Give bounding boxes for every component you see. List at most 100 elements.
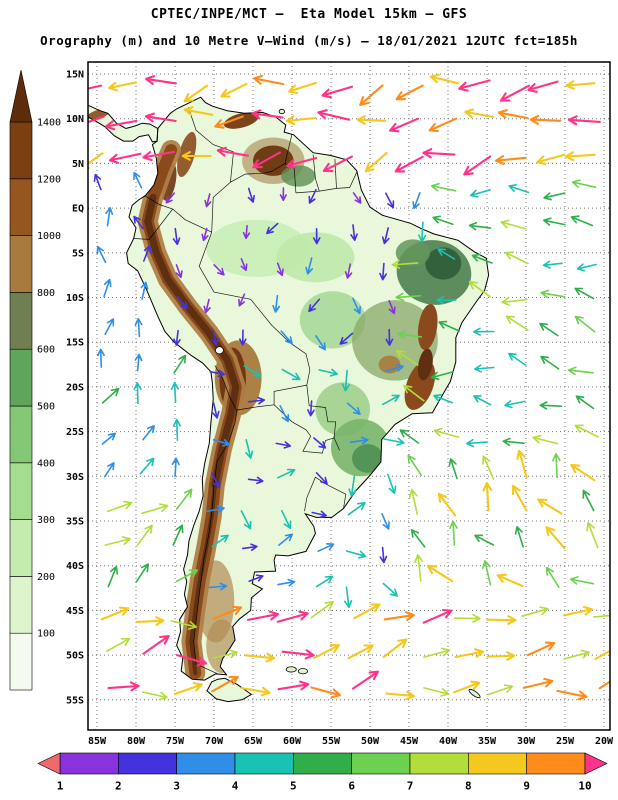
lon-label: 60W <box>283 736 302 747</box>
wind-arrow <box>88 84 103 90</box>
wind-arrow <box>211 534 229 548</box>
wind-arrow <box>141 691 168 701</box>
lat-label: 20S <box>66 382 84 393</box>
wind-arrow <box>203 298 211 314</box>
wind-arrow <box>381 513 390 530</box>
wind-arrow <box>593 614 610 618</box>
wind-arrow <box>209 369 226 378</box>
wind-arrow <box>141 503 169 515</box>
wind-arrow <box>312 228 321 245</box>
wind-arrow <box>385 328 394 346</box>
wind-arrow <box>308 298 321 313</box>
wind-arrow <box>449 520 458 546</box>
wind-arrow <box>142 634 170 655</box>
lon-label: 85W <box>88 736 107 747</box>
wind-arrow <box>322 155 353 173</box>
wind-arrow <box>539 401 563 410</box>
wind-arrow <box>311 510 327 519</box>
wind-arrow <box>242 225 251 240</box>
wind-arrow <box>310 601 334 619</box>
wind-arrow <box>379 546 388 564</box>
lat-label: 30S <box>66 472 84 483</box>
wind-arrow <box>212 439 231 447</box>
wind-arrow <box>242 543 258 551</box>
wind-arrow <box>253 74 285 86</box>
lon-label: 25W <box>556 736 575 747</box>
orography-scale-label: 1400 <box>37 118 61 129</box>
wind-arrow <box>279 187 287 202</box>
wind-arrow <box>318 368 338 377</box>
wind-arrow <box>504 251 529 265</box>
wind-arrow <box>211 472 221 488</box>
orography-scale-label: 1200 <box>37 174 61 185</box>
wind-arrow <box>542 260 563 269</box>
wind-arrow <box>527 80 559 93</box>
wind-arrow <box>344 263 353 279</box>
wind-arrow <box>276 262 284 277</box>
wind-arrow <box>240 510 252 530</box>
lat-label: 5S <box>72 248 84 259</box>
wind-scale-label: 4 <box>232 780 239 793</box>
orography-scale-label: 600 <box>37 345 55 356</box>
wind-arrow <box>212 649 238 659</box>
wind-arrow <box>494 155 527 165</box>
wind-arrow <box>567 115 601 126</box>
wind-arrow <box>240 258 248 272</box>
lon-label: 35W <box>478 736 497 747</box>
wind-scale-label: 3 <box>173 780 180 793</box>
wind-arrow <box>486 615 517 625</box>
wind-arrow <box>464 108 495 119</box>
wind-scale-label: 2 <box>115 780 122 793</box>
wind-arrow <box>433 427 460 438</box>
wind-arrow <box>453 613 481 623</box>
wind-arrow <box>173 354 187 374</box>
wind-arrow <box>453 680 481 694</box>
wind-arrow <box>556 689 588 701</box>
wind-arrow <box>499 84 531 102</box>
wind-arrow <box>315 472 328 485</box>
wind-arrow <box>563 649 590 660</box>
wind-scale-label: 9 <box>523 780 530 793</box>
wind-arrow <box>107 565 118 588</box>
wind-arrow <box>474 364 495 373</box>
wind-arrow <box>409 489 418 515</box>
wind-arrow <box>454 648 485 659</box>
wind-arrow <box>395 292 421 302</box>
wind-arrow <box>108 152 142 164</box>
wind-arrow <box>422 148 456 159</box>
wind-arrow <box>239 329 247 346</box>
wind-arrow <box>540 355 560 370</box>
wind-arrow <box>388 300 396 315</box>
lon-label: 55W <box>322 736 341 747</box>
wind-arrow <box>428 117 458 133</box>
wind-arrow <box>88 152 104 170</box>
wind-arrow <box>321 85 354 99</box>
wind-scale-label: 10 <box>578 780 591 793</box>
wind-arrow <box>206 505 225 514</box>
wind-arrow <box>277 578 296 587</box>
wind-arrow <box>175 569 199 583</box>
wind-arrow <box>173 329 181 346</box>
wind-arrow <box>574 287 595 300</box>
wind-arrow <box>436 296 457 305</box>
lon-label: 80W <box>127 736 146 747</box>
wind-arrow <box>539 322 559 337</box>
wind-arrow <box>140 281 149 300</box>
wind-arrow <box>240 686 271 697</box>
wind-arrow <box>96 245 107 264</box>
wind-arrow <box>385 363 404 372</box>
wind-arrow <box>432 215 454 226</box>
wind-arrow <box>181 151 212 161</box>
wind-arrow <box>142 424 155 441</box>
orography-scale-label: 500 <box>37 402 55 413</box>
wind-arrow <box>88 115 105 124</box>
wind-arrow <box>266 222 279 235</box>
wind-arrow <box>281 368 301 381</box>
wind-arrow <box>497 109 529 120</box>
wind-arrow <box>429 73 460 85</box>
wind-colorbar-right-arrow <box>584 752 608 775</box>
lat-label: 5N <box>72 159 84 170</box>
wind-arrow <box>352 297 361 315</box>
wind-arrow <box>570 215 594 227</box>
wind-arrow <box>364 151 388 173</box>
